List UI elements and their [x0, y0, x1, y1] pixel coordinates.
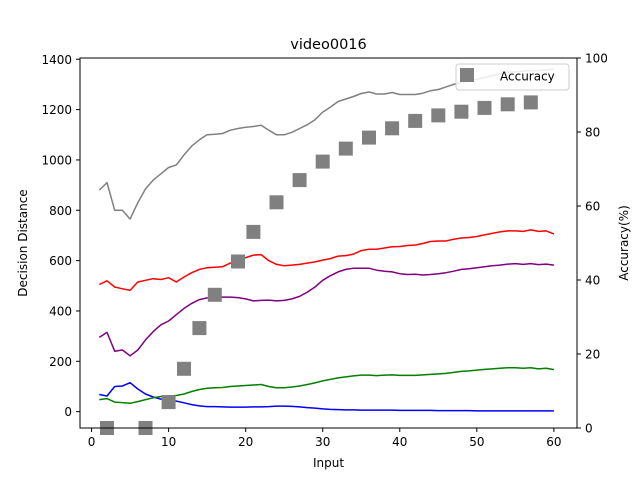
distance-series-line-2	[98, 229, 555, 292]
y-tick-label: 400	[49, 304, 72, 318]
x-tick-label: 20	[238, 435, 253, 449]
accuracy-point	[292, 173, 307, 188]
y2-tick-label: 80	[585, 126, 600, 140]
y2-tick-label: 60	[585, 200, 600, 214]
x-tick-label: 0	[88, 435, 96, 449]
legend-marker-accuracy	[460, 68, 474, 82]
ticks-layer: 0 10 20 30 40 50 60020040060080010001200140002…	[41, 52, 607, 450]
y-tick-label: 0	[64, 405, 72, 419]
y-tick-label: 1200	[41, 103, 72, 117]
axes-layer	[79, 57, 578, 429]
accuracy-point	[362, 130, 376, 145]
accuracy-point	[192, 321, 207, 336]
y-axis-title: Decision Distance	[16, 189, 30, 296]
x-tick-label: 10	[161, 435, 176, 449]
x-tick-label: 40	[392, 435, 407, 449]
plot-area	[80, 58, 577, 428]
legend-label-accuracy: Accuracy	[500, 70, 555, 84]
accuracy-point	[523, 95, 538, 110]
accuracy-point	[431, 108, 446, 123]
accuracy-point	[315, 154, 330, 169]
accuracy-point	[408, 113, 423, 128]
distance-series-line-3	[98, 262, 554, 357]
legend-box	[455, 63, 570, 91]
y2-tick-label: 40	[585, 274, 600, 288]
accuracy-point	[246, 224, 261, 239]
plot-background	[80, 58, 577, 428]
accuracy-point	[161, 395, 176, 410]
legend: Accuracy	[455, 63, 570, 91]
accuracy-point	[231, 254, 245, 269]
y-tick-label: 200	[49, 355, 72, 369]
accuracy-point	[454, 104, 469, 119]
x-tick-label: 50	[469, 435, 484, 449]
x-tick-label: 60	[546, 435, 561, 449]
y2-tick-label: 0	[585, 422, 593, 436]
y2-tick-label: 100	[585, 52, 608, 66]
y2-axis-title: Accuracy(%)	[617, 205, 631, 281]
chart-title: video0016	[290, 37, 367, 53]
plot-frame	[79, 57, 578, 429]
accuracy-point	[269, 195, 284, 210]
accuracy-point	[477, 100, 492, 115]
accuracy-point	[500, 97, 515, 112]
y-tick-label: 800	[49, 204, 72, 218]
x-axis-title: Input	[313, 456, 344, 470]
accuracy-point	[385, 121, 400, 136]
x-tick-label: 30	[315, 435, 330, 449]
y-tick-label: 1400	[41, 53, 72, 67]
y-tick-label: 600	[49, 254, 72, 268]
accuracy-point	[207, 287, 222, 302]
accuracy-point	[177, 361, 191, 376]
y2-tick-label: 20	[585, 348, 600, 362]
accuracy-point	[338, 141, 353, 156]
y-tick-label: 1000	[41, 153, 72, 167]
